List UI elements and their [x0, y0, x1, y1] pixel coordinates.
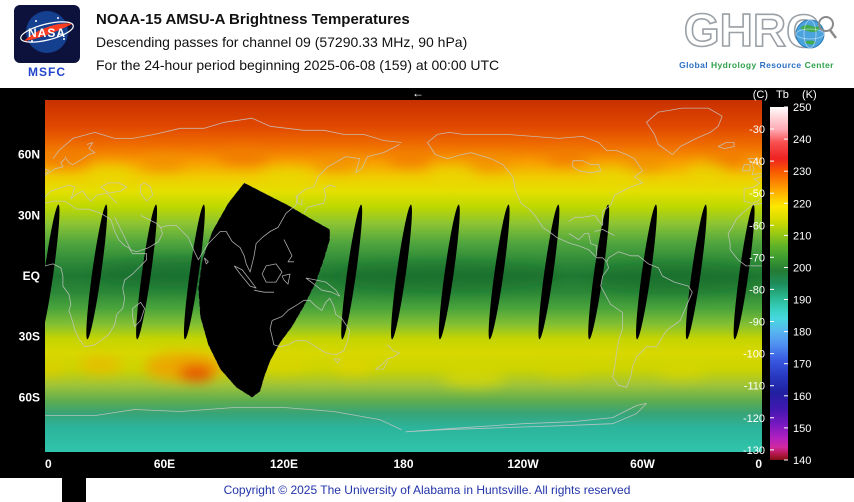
ghrc-full-name: Global Hydrology Resource Center	[668, 60, 848, 70]
colorbar-tb-label: Tb	[776, 89, 789, 101]
brightness-temperature-map: 60N 30N EQ 30S 60S 0 60E 120E 180 120W 60W 0 ← 250 240…	[18, 88, 817, 471]
ghrc-word: Resource	[759, 60, 802, 70]
lon-label: 0	[755, 457, 762, 471]
orbit-gap-streak	[438, 204, 460, 340]
ghrc-letters: GHR	[683, 4, 787, 56]
map-canvas	[45, 100, 762, 452]
orbit-gap-streak	[183, 204, 205, 340]
orbit-gap-streak	[488, 204, 510, 340]
msfc-label: MSFC	[28, 65, 66, 79]
orbit-gap-streak	[391, 204, 412, 340]
colorbar-celsius-tick: -130	[743, 445, 765, 457]
colorbar-kelvin-tick: 200	[793, 263, 811, 275]
orbit-gap-streak	[45, 204, 60, 340]
colorbar-kelvin-tick: 240	[793, 134, 811, 146]
lat-label: 30S	[19, 330, 40, 344]
temperature-anomalies	[45, 148, 753, 388]
colorbar-celsius-tick: -120	[743, 413, 765, 425]
colorbar-kelvin-tick: 170	[793, 359, 811, 371]
colorbar-kelvin-tick: 220	[793, 198, 811, 210]
page-title: NOAA-15 AMSU-A Brightness Temperatures	[96, 11, 410, 28]
colorbar	[770, 107, 788, 460]
orbit-gap-streak	[588, 204, 610, 340]
orbit-gap-streak	[86, 204, 108, 340]
globe-magnifier-icon	[795, 16, 838, 49]
map-edge-artifact	[62, 478, 86, 502]
copyright-text: Copyright © 2025 The University of Alaba…	[223, 483, 631, 497]
footer: Copyright © 2025 The University of Alaba…	[0, 478, 854, 502]
colorbar-kelvin-label: (K)	[802, 89, 817, 101]
lon-label: 0	[45, 457, 52, 471]
colorbar-kelvin-tick: 180	[793, 327, 811, 339]
ghrc-word: Center	[804, 60, 834, 70]
orbit-gap-streak	[685, 204, 707, 340]
header: NASA MSFC NOAA-15 AMSU-A Brightness Temp…	[0, 0, 854, 88]
colorbar-celsius-tick: -40	[749, 156, 765, 168]
title-block: NOAA-15 AMSU-A Brightness Temperatures D…	[96, 8, 499, 77]
colorbar-celsius-tick: -100	[743, 349, 765, 361]
lat-label: 60N	[18, 148, 40, 162]
colorbar-kelvin-tick: 140	[793, 455, 811, 467]
colorbar-celsius-tick: -70	[749, 252, 765, 264]
colorbar-celsius-label: (C)	[753, 89, 768, 101]
lon-label: 180	[393, 457, 413, 471]
missing-data-wedge	[198, 182, 330, 398]
direction-arrow-icon: ←	[412, 88, 424, 100]
svg-text:NASA: NASA	[28, 26, 66, 40]
lat-label: EQ	[23, 269, 40, 283]
colorbar-celsius-tick: -30	[749, 124, 765, 136]
colorbar-kelvin-tick: 150	[793, 423, 811, 435]
nasa-meatball-icon: NASA	[14, 5, 80, 63]
orbit-gap-streak	[341, 204, 363, 340]
ghrc-acronym: GHRC	[668, 4, 848, 58]
lon-label: 60W	[630, 457, 655, 471]
colorbar-celsius-tick: -110	[744, 381, 765, 393]
orbit-gap-streak	[733, 204, 755, 340]
orbit-gap-streak	[636, 204, 657, 340]
colorbar-kelvin-tick: 230	[793, 166, 811, 178]
colorbar-celsius-tick: -60	[749, 220, 765, 232]
lon-label: 60E	[154, 457, 175, 471]
nasa-logo: NASA MSFC	[14, 5, 80, 81]
colorbar-kelvin-tick: 190	[793, 295, 811, 307]
ghrc-word: Hydrology	[710, 60, 757, 70]
subtitle-channel: Descending passes for channel 09 (57290.…	[96, 34, 468, 50]
lat-label: 60S	[19, 390, 40, 404]
lon-label: 120W	[507, 457, 539, 471]
ghrc-word: Global	[679, 60, 708, 70]
colorbar-celsius-tick: -80	[749, 284, 765, 296]
coastlines	[45, 107, 762, 433]
lon-label: 120E	[270, 457, 298, 471]
colorbar-kelvin-tick: 210	[793, 230, 811, 242]
colorbar-kelvin-tick: 250	[793, 102, 811, 114]
colorbar-celsius-tick: -50	[749, 188, 765, 200]
orbit-gap-streak	[136, 204, 158, 340]
orbit-gap-streak	[538, 204, 560, 340]
subtitle-period: For the 24-hour period beginning 2025-06…	[96, 57, 500, 73]
lat-label: 30N	[18, 208, 40, 222]
colorbar-celsius-tick: -90	[749, 317, 765, 329]
colorbar-kelvin-tick: 160	[793, 391, 811, 403]
